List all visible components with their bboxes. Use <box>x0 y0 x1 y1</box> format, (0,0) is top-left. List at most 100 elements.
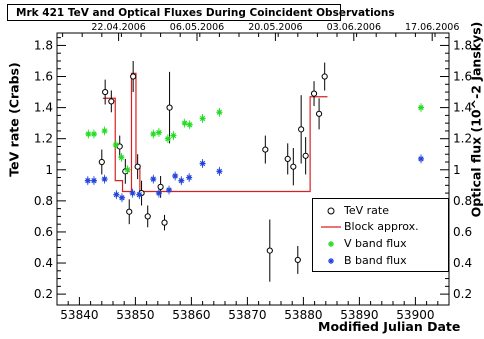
y-right-tick-label: 1.4 <box>453 101 472 115</box>
x-tick-label: 53870 <box>228 308 266 322</box>
y-tick-label: 0.2 <box>34 287 53 301</box>
b-band-point <box>166 186 172 193</box>
top-date-labels: 22.04.2006 06.05.2006 20.05.2006 03.06.2006… <box>91 22 459 33</box>
v-band-point <box>90 131 97 138</box>
legend: TeV rate Block approx. V band flux B ban… <box>312 198 449 272</box>
star-stroke <box>113 192 119 198</box>
top-date-label: 20.05.2006 <box>248 22 302 33</box>
y-tick-label: 1 <box>45 163 53 177</box>
y-right-tick-label: 0.8 <box>453 194 472 208</box>
y-axis-title-left: TeV rate (Crabs) <box>6 62 22 177</box>
v-band-point <box>164 135 171 142</box>
star-stroke <box>85 131 91 137</box>
legend-label: B band flux <box>344 254 407 267</box>
v-band-point <box>181 120 188 127</box>
b-band-point <box>172 172 179 179</box>
y-right-tick-label: 0.2 <box>453 287 472 301</box>
block-approx-step <box>102 72 328 193</box>
tev-rate-point <box>157 183 164 190</box>
tev-rate-point <box>284 155 291 162</box>
star-stroke <box>150 176 156 182</box>
open-circle-icon <box>327 207 335 215</box>
star-stroke <box>101 176 108 182</box>
b-band-point <box>178 177 185 184</box>
legend-item-b: B band flux <box>313 253 448 269</box>
y-right-tick-label: 1.8 <box>453 38 472 52</box>
star-stroke <box>129 190 136 196</box>
v-band-point <box>186 121 193 128</box>
tev-rate-point <box>102 88 109 96</box>
b-band-point <box>155 190 162 197</box>
legend-label: Block approx. <box>344 220 419 233</box>
v-band-point <box>112 141 119 148</box>
star-stroke <box>85 178 91 184</box>
x-tick-label: 53840 <box>60 308 98 322</box>
legend-item-block: Block approx. <box>313 219 448 235</box>
tev-rate-point <box>321 73 328 80</box>
b-band-point <box>101 176 108 183</box>
y-tick-label: 1.4 <box>34 101 53 115</box>
y-tick-label: 0.8 <box>34 194 53 208</box>
tev-rate-point <box>166 104 173 111</box>
top-date-label: 22.04.2006 <box>91 22 145 33</box>
plot-frame <box>56 32 450 306</box>
star-stroke <box>136 192 142 198</box>
legend-item-tev: TeV rate <box>313 203 448 219</box>
tick-group <box>56 33 450 305</box>
star-stroke <box>101 128 108 134</box>
x-tick-labels: 53840 53850 53860 53870 53880 53890 53900 <box>60 308 434 322</box>
legend-item-v: V band flux <box>313 236 448 252</box>
x-tick-label: 53860 <box>172 308 210 322</box>
b-band-point <box>113 191 120 198</box>
x-tick-label: 53880 <box>284 308 322 322</box>
b-band-point <box>418 155 424 162</box>
tev-rate-point <box>126 208 133 215</box>
y-right-tick-label: 1.6 <box>453 70 472 84</box>
star-stroke <box>113 142 119 148</box>
star-stroke <box>187 122 193 128</box>
line-icon <box>321 226 341 228</box>
b-band-point <box>199 160 206 167</box>
tev-rate-point <box>98 158 105 166</box>
v-band-point <box>155 129 162 136</box>
star-stroke <box>124 167 131 173</box>
v-band-point <box>216 109 223 116</box>
top-date-label: 17.06.2006 <box>405 22 459 33</box>
b-band-point <box>150 176 157 183</box>
tev-rate-point <box>266 247 273 254</box>
y-axis-title-right: Optical flux (10^-2 Janskys) <box>468 21 484 218</box>
tev-rate-point <box>315 110 323 117</box>
star-stroke <box>182 120 188 126</box>
tev-rate-point <box>134 163 141 170</box>
top-date-label: 06.05.2006 <box>170 22 224 33</box>
v-band-point <box>418 104 424 111</box>
data-points <box>84 73 424 264</box>
v-band-point <box>170 132 177 139</box>
chart-title: Mrk 421 TeV and Optical Fluxes During Co… <box>16 7 395 19</box>
green-star-icon <box>328 241 334 247</box>
y-right-tick-label: 1.2 <box>453 132 472 146</box>
tev-rate-point <box>130 73 137 80</box>
star-stroke <box>216 168 223 174</box>
star-stroke <box>118 154 125 160</box>
star-stroke <box>186 174 192 181</box>
star-stroke <box>156 190 162 196</box>
star-stroke <box>199 115 206 122</box>
y-right-tick-labels: 0.2 0.4 0.6 0.8 1 1.2 1.4 1.6 1.8 <box>453 38 472 301</box>
y-tick-label: 1.2 <box>34 132 53 146</box>
tev-rate-point <box>161 219 168 226</box>
b-band-point <box>216 168 223 175</box>
b-band-point <box>186 174 193 181</box>
x-tick-label: 53900 <box>396 308 434 322</box>
star-stroke <box>91 178 97 184</box>
star-stroke <box>156 129 162 136</box>
y-tick-label: 0.6 <box>34 225 53 239</box>
tev-rate-point <box>108 98 115 105</box>
tev-rate-point <box>310 90 318 97</box>
legend-label: V band flux <box>344 237 407 250</box>
block-approx-line <box>102 72 328 193</box>
v-band-point <box>118 154 125 161</box>
tev-rate-point <box>144 213 151 220</box>
x-axis-title: Modified Julian Date <box>318 319 461 334</box>
